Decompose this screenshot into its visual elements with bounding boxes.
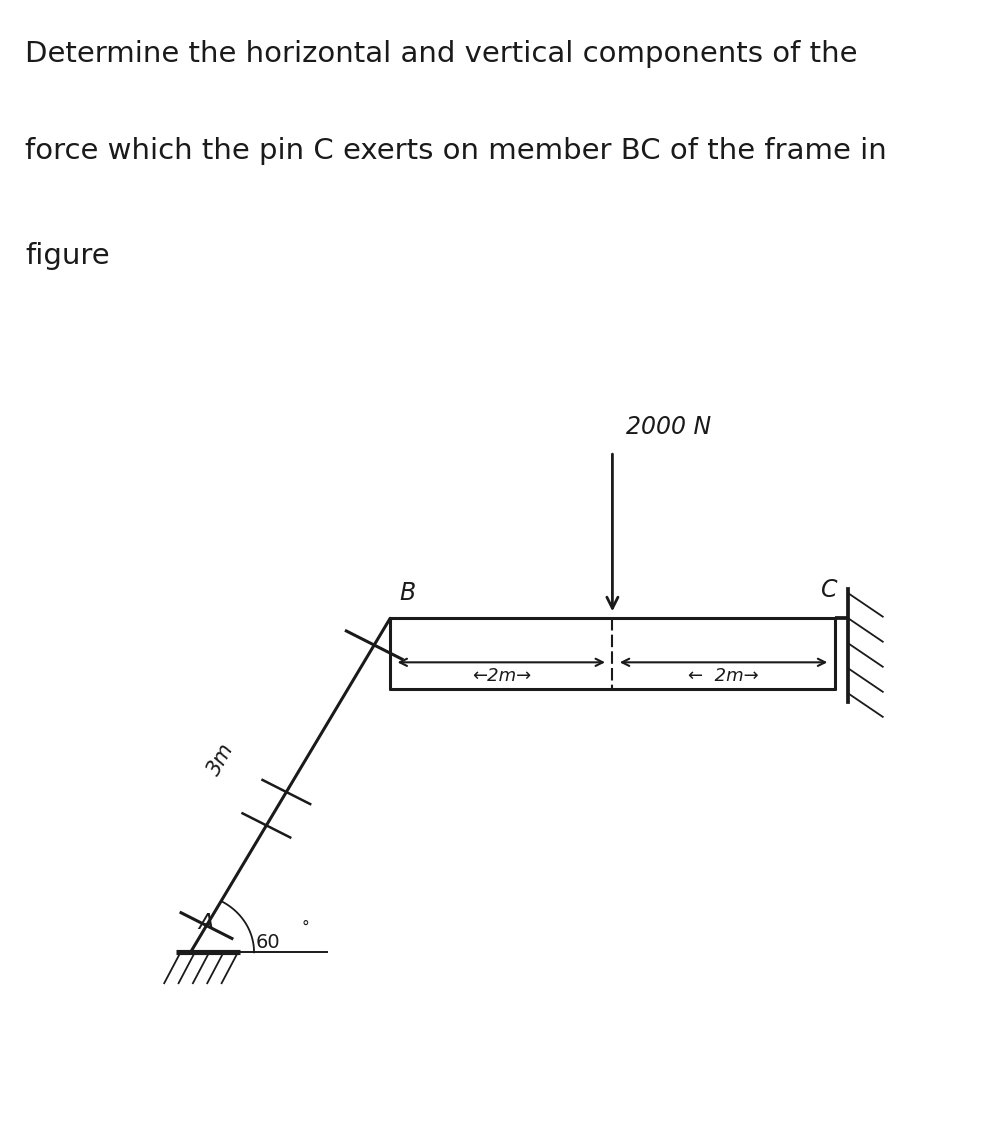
Text: 2000 N: 2000 N [626, 415, 712, 438]
Text: force which the pin C exerts on member BC of the frame in: force which the pin C exerts on member B… [25, 136, 886, 165]
Text: °: ° [301, 919, 309, 935]
Text: ←2m→: ←2m→ [472, 667, 531, 685]
Text: B: B [399, 580, 415, 605]
Text: A: A [198, 913, 213, 933]
Text: Determine the horizontal and vertical components of the: Determine the horizontal and vertical co… [25, 40, 857, 68]
Text: figure: figure [25, 242, 110, 270]
Text: ←  2m→: ← 2m→ [689, 667, 758, 685]
Text: C: C [821, 578, 837, 602]
Text: 60: 60 [255, 933, 280, 952]
Text: 3m: 3m [204, 740, 238, 778]
